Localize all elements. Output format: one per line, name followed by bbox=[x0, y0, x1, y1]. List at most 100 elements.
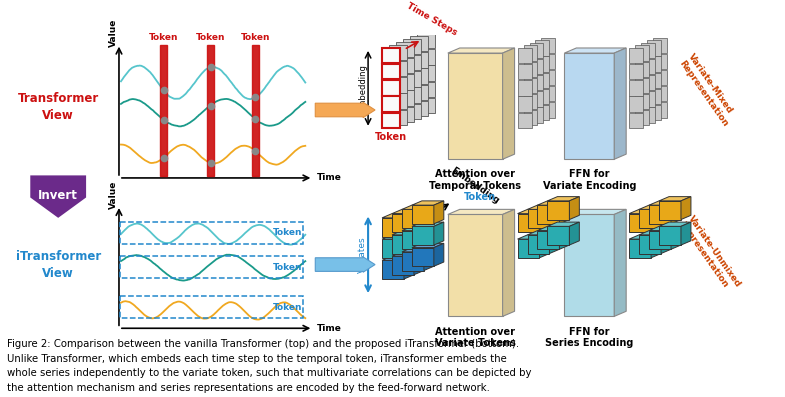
Polygon shape bbox=[424, 248, 434, 270]
Bar bbox=[403, 87, 421, 103]
Polygon shape bbox=[382, 239, 404, 258]
Text: Token: Token bbox=[273, 303, 302, 312]
Bar bbox=[629, 48, 643, 63]
Bar bbox=[535, 73, 549, 88]
Polygon shape bbox=[528, 235, 549, 254]
Bar bbox=[647, 89, 661, 104]
Text: Variate-Unmixed
Representation: Variate-Unmixed Representation bbox=[677, 214, 743, 295]
Polygon shape bbox=[402, 252, 424, 270]
Polygon shape bbox=[402, 231, 424, 249]
Polygon shape bbox=[539, 235, 550, 258]
Polygon shape bbox=[659, 222, 691, 226]
Polygon shape bbox=[538, 201, 569, 205]
Polygon shape bbox=[447, 214, 502, 316]
Polygon shape bbox=[528, 209, 549, 228]
Polygon shape bbox=[412, 205, 434, 224]
Bar bbox=[535, 105, 549, 120]
Bar bbox=[629, 64, 643, 79]
Bar bbox=[410, 85, 428, 100]
Polygon shape bbox=[614, 48, 626, 159]
Polygon shape bbox=[528, 231, 560, 235]
Polygon shape bbox=[550, 231, 560, 254]
Text: Token: Token bbox=[241, 33, 270, 42]
Polygon shape bbox=[661, 231, 671, 254]
Bar bbox=[389, 110, 407, 125]
Bar bbox=[524, 78, 538, 93]
Polygon shape bbox=[639, 231, 671, 235]
Polygon shape bbox=[659, 226, 681, 245]
Polygon shape bbox=[651, 235, 661, 258]
Polygon shape bbox=[382, 256, 414, 260]
Polygon shape bbox=[661, 205, 671, 228]
Bar bbox=[653, 86, 667, 102]
Polygon shape bbox=[639, 205, 671, 209]
Bar bbox=[517, 112, 531, 128]
Bar bbox=[535, 89, 549, 104]
Polygon shape bbox=[528, 205, 560, 209]
Bar bbox=[530, 59, 543, 74]
Bar bbox=[542, 70, 556, 85]
Bar bbox=[635, 62, 649, 77]
Bar bbox=[647, 56, 661, 72]
Polygon shape bbox=[649, 205, 671, 224]
Bar bbox=[542, 86, 556, 102]
Polygon shape bbox=[659, 201, 681, 220]
Bar bbox=[647, 73, 661, 88]
Text: Token: Token bbox=[273, 228, 302, 237]
Bar bbox=[647, 40, 661, 56]
Polygon shape bbox=[639, 209, 661, 228]
Polygon shape bbox=[547, 226, 569, 245]
Polygon shape bbox=[547, 201, 569, 220]
Polygon shape bbox=[538, 226, 569, 231]
Text: FFN for
Series Encoding: FFN for Series Encoding bbox=[545, 327, 633, 348]
Bar bbox=[524, 110, 538, 125]
Bar bbox=[403, 104, 421, 119]
Bar bbox=[410, 101, 428, 116]
Bar bbox=[635, 78, 649, 93]
Bar bbox=[382, 64, 400, 79]
Bar bbox=[530, 108, 543, 123]
Bar bbox=[517, 96, 531, 112]
Bar bbox=[207, 45, 214, 176]
Polygon shape bbox=[569, 222, 579, 245]
Polygon shape bbox=[564, 209, 626, 214]
Bar bbox=[647, 105, 661, 120]
Bar bbox=[382, 96, 400, 112]
Polygon shape bbox=[538, 205, 560, 224]
Bar bbox=[530, 91, 543, 106]
Bar bbox=[653, 102, 667, 118]
Bar bbox=[410, 68, 428, 84]
Bar bbox=[417, 33, 435, 48]
Bar bbox=[396, 58, 414, 73]
Polygon shape bbox=[539, 209, 550, 232]
Polygon shape bbox=[392, 256, 414, 275]
Bar bbox=[530, 43, 543, 58]
Polygon shape bbox=[651, 209, 661, 232]
Polygon shape bbox=[434, 201, 444, 224]
FancyArrow shape bbox=[316, 102, 375, 118]
Polygon shape bbox=[382, 235, 414, 239]
Bar bbox=[389, 61, 407, 77]
Polygon shape bbox=[502, 209, 514, 316]
Text: Embedding: Embedding bbox=[449, 165, 501, 205]
Polygon shape bbox=[639, 235, 661, 254]
Bar bbox=[396, 106, 414, 122]
Bar bbox=[417, 81, 435, 97]
Polygon shape bbox=[502, 48, 514, 159]
Polygon shape bbox=[614, 209, 626, 316]
Bar bbox=[382, 80, 400, 96]
Polygon shape bbox=[517, 214, 539, 232]
Bar bbox=[535, 56, 549, 72]
Polygon shape bbox=[414, 252, 424, 275]
Polygon shape bbox=[447, 209, 514, 214]
Polygon shape bbox=[547, 222, 579, 226]
Bar bbox=[396, 91, 414, 106]
Text: Token: Token bbox=[375, 132, 407, 142]
Text: Variates: Variates bbox=[358, 237, 367, 273]
Text: Value: Value bbox=[108, 19, 118, 47]
Bar bbox=[641, 75, 655, 91]
Bar bbox=[517, 80, 531, 96]
Text: Embedding: Embedding bbox=[359, 64, 367, 112]
Polygon shape bbox=[402, 205, 434, 209]
Text: Attention over
Variate Tokens: Attention over Variate Tokens bbox=[435, 327, 516, 348]
